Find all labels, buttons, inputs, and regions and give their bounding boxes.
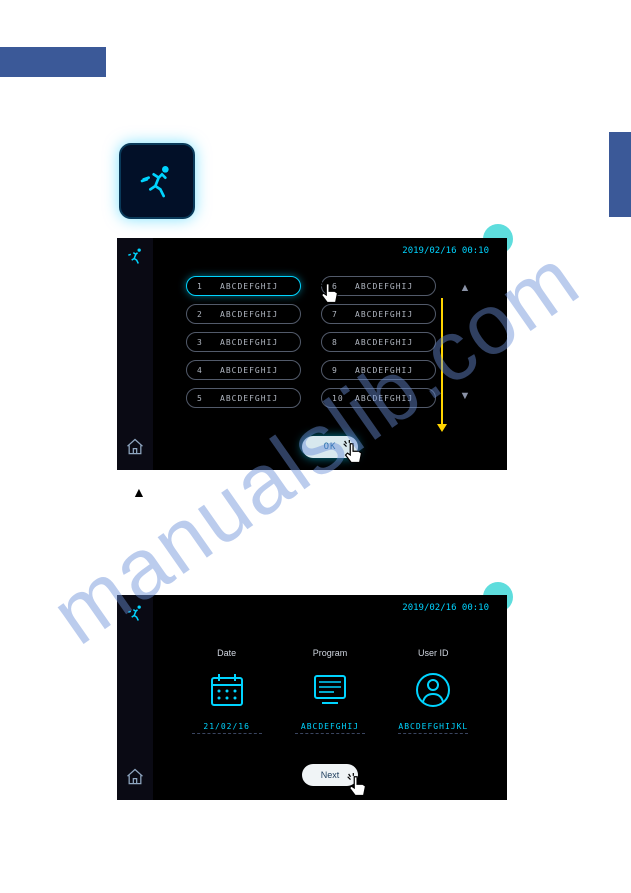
scroll-controls: ▲ ▼ xyxy=(456,276,474,408)
flow-arrow-down xyxy=(441,298,443,426)
setup-label: User ID xyxy=(418,648,449,658)
page-tab-right xyxy=(609,132,631,217)
tap-hand-icon xyxy=(315,280,345,310)
setup-label: Date xyxy=(217,648,236,658)
tap-hand-icon xyxy=(339,440,369,470)
setup-value: 21/02/16 xyxy=(192,722,262,734)
program-select-screen: 2019/02/16 00:10 1ABCDEFGHIJ 2ABCDEFGHIJ… xyxy=(117,238,507,470)
screen2-main: 2019/02/16 00:10 Date 21/02/16 Program A… xyxy=(153,595,507,800)
scroll-down-button[interactable]: ▼ xyxy=(456,387,474,405)
timestamp: 2019/02/16 00:10 xyxy=(402,246,489,256)
runner-icon xyxy=(137,161,177,201)
program-item-4[interactable]: 4ABCDEFGHIJ xyxy=(186,360,301,380)
runner-icon-small[interactable] xyxy=(125,246,145,271)
setup-row: Date 21/02/16 Program ABCDEFGHIJ User ID… xyxy=(165,648,495,734)
program-item-9[interactable]: 9ABCDEFGHIJ xyxy=(321,360,436,380)
program-item-8[interactable]: 8ABCDEFGHIJ xyxy=(321,332,436,352)
program-col-left: 1ABCDEFGHIJ 2ABCDEFGHIJ 3ABCDEFGHIJ 4ABC… xyxy=(186,276,301,408)
home-icon[interactable] xyxy=(125,437,145,462)
setup-label: Program xyxy=(313,648,348,658)
side-rail xyxy=(117,238,153,470)
setup-userid[interactable]: User ID ABCDEFGHIJKL xyxy=(386,648,481,734)
screen1-main: 2019/02/16 00:10 1ABCDEFGHIJ 2ABCDEFGHIJ… xyxy=(153,238,507,470)
monitor-icon xyxy=(310,670,350,710)
program-item-2[interactable]: 2ABCDEFGHIJ xyxy=(186,304,301,324)
program-item-10[interactable]: 10ABCDEFGHIJ xyxy=(321,388,436,408)
program-item-5[interactable]: 5ABCDEFGHIJ xyxy=(186,388,301,408)
setup-screen: 2019/02/16 00:10 Date 21/02/16 Program A… xyxy=(117,595,507,800)
program-item-1[interactable]: 1ABCDEFGHIJ xyxy=(186,276,301,296)
exercise-mode-tile[interactable] xyxy=(119,143,195,219)
program-item-3[interactable]: 3ABCDEFGHIJ xyxy=(186,332,301,352)
tap-hand-icon xyxy=(343,773,373,803)
setup-value: ABCDEFGHIJKL xyxy=(398,722,468,734)
home-icon[interactable] xyxy=(125,767,145,792)
timestamp: 2019/02/16 00:10 xyxy=(402,603,489,613)
setup-program[interactable]: Program ABCDEFGHIJ xyxy=(282,648,377,734)
setup-value: ABCDEFGHIJ xyxy=(295,722,365,734)
setup-date[interactable]: Date 21/02/16 xyxy=(179,648,274,734)
side-rail xyxy=(117,595,153,800)
note-marker: ▲ xyxy=(132,484,146,500)
page-tab-left xyxy=(0,47,106,77)
scroll-up-button[interactable]: ▲ xyxy=(456,279,474,297)
calendar-icon xyxy=(207,670,247,710)
runner-icon-small[interactable] xyxy=(125,603,145,628)
user-icon xyxy=(413,670,453,710)
